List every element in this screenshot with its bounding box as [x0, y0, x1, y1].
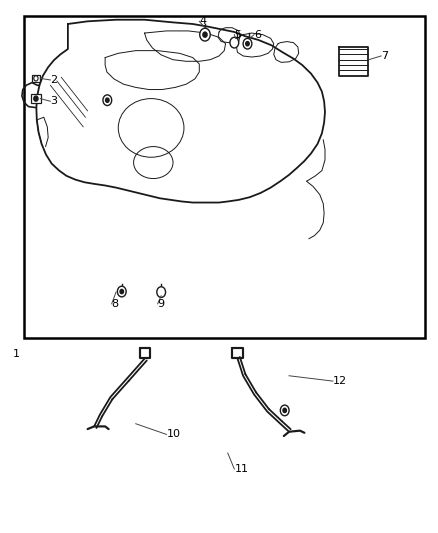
- Text: 5: 5: [234, 30, 241, 39]
- Circle shape: [103, 95, 112, 106]
- Circle shape: [203, 32, 207, 37]
- Bar: [31, 94, 41, 103]
- Text: 10: 10: [166, 430, 180, 439]
- Circle shape: [243, 38, 252, 49]
- Bar: [24, 16, 425, 338]
- Circle shape: [230, 37, 239, 48]
- Circle shape: [106, 98, 109, 102]
- Text: 3: 3: [50, 96, 57, 106]
- Text: 1: 1: [13, 349, 20, 359]
- Circle shape: [117, 286, 126, 297]
- Circle shape: [280, 405, 289, 416]
- Text: 12: 12: [333, 376, 347, 386]
- Text: 4: 4: [199, 17, 206, 26]
- Text: 8: 8: [112, 299, 119, 309]
- Text: 11: 11: [234, 464, 248, 474]
- Text: 7: 7: [381, 51, 388, 61]
- Text: 6: 6: [254, 30, 261, 39]
- Text: 9: 9: [158, 299, 165, 309]
- Circle shape: [200, 28, 210, 41]
- Circle shape: [34, 96, 38, 101]
- Circle shape: [283, 408, 286, 413]
- Circle shape: [246, 42, 249, 46]
- Text: 2: 2: [50, 75, 57, 85]
- Circle shape: [120, 289, 124, 294]
- Bar: [32, 75, 40, 82]
- Circle shape: [157, 287, 166, 297]
- Circle shape: [34, 76, 38, 81]
